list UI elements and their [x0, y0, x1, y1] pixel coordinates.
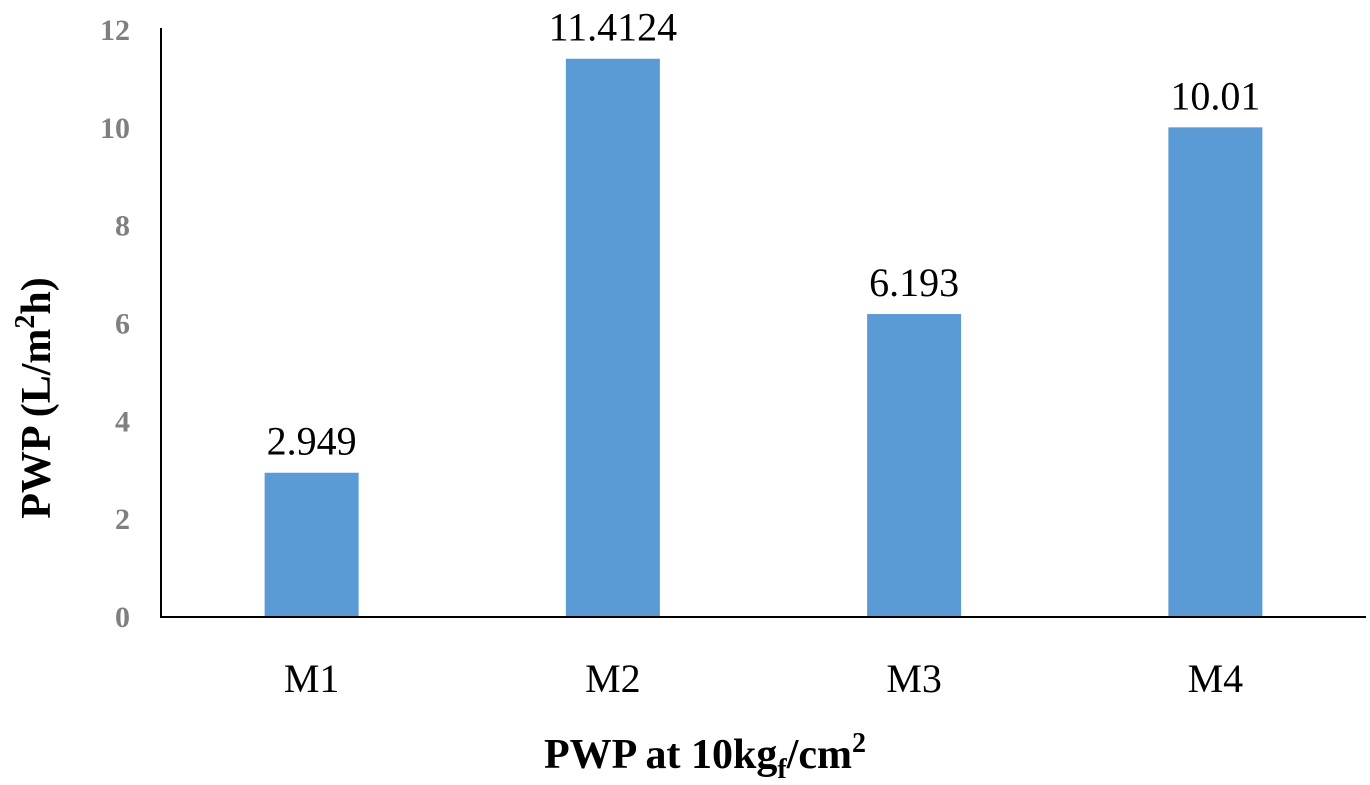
bar-m4	[1168, 127, 1263, 617]
x-tick-label: M2	[585, 656, 641, 701]
data-label: 2.949	[267, 419, 357, 464]
y-tick-label: 12	[100, 14, 130, 47]
y-tick-label: 8	[115, 210, 130, 243]
data-label: 10.01	[1170, 73, 1260, 118]
data-label: 6.193	[869, 260, 959, 305]
y-tick-label: 0	[115, 601, 130, 634]
x-tick-label: M1	[284, 656, 340, 701]
x-axis-title: PWP at 10kgf/cm2	[544, 728, 866, 785]
y-tick-label: 10	[100, 112, 130, 145]
bar-m3	[867, 314, 962, 617]
y-tick-label: 6	[115, 308, 130, 341]
y-tick-label: 4	[115, 405, 130, 438]
data-label: 11.4124	[549, 5, 678, 50]
bar-m1	[264, 472, 359, 617]
y-axis-title: PWP (L/m2h)	[10, 277, 60, 519]
x-tick-label: M3	[886, 656, 942, 701]
bar-m2	[565, 58, 660, 618]
y-tick-label: 2	[115, 503, 130, 536]
x-tick-label: M4	[1188, 656, 1244, 701]
